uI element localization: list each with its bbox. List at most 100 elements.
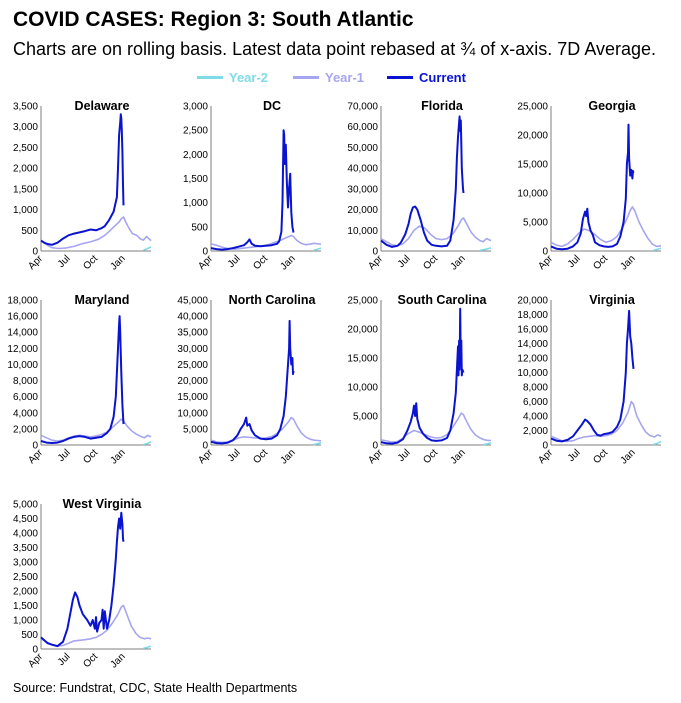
chart-title: South Carolina: [398, 293, 488, 307]
y-tick-label: 14,000: [7, 328, 38, 339]
chart-panel-west-virginia: 0 500 1,000 1,500 2,000 2,500 3,000 3,500 4,000 4…: [13, 497, 152, 671]
legend-item-year-1: Year-1: [293, 70, 364, 85]
x-tick-label: Apr: [366, 447, 385, 466]
series-line-year-2: [483, 441, 492, 446]
chart-title: Delaware: [75, 99, 130, 113]
y-tick-label: 20,000: [517, 296, 548, 307]
y-tick-label: 20,000: [517, 131, 548, 142]
y-tick-label: 0: [32, 645, 38, 656]
x-tick-label: Oct: [251, 253, 270, 272]
y-tick-label: 45,000: [177, 296, 208, 307]
x-tick-label: Jan: [278, 447, 297, 466]
y-tick-label: 40,000: [347, 164, 378, 175]
y-tick-label: 4,000: [13, 408, 38, 419]
y-tick-label: 1,000: [183, 198, 208, 209]
x-tick-label: Jan: [618, 253, 637, 272]
series-line-year-1: [550, 206, 662, 248]
y-tick-label: 12,000: [7, 344, 38, 355]
y-tick-label: 5,000: [13, 500, 38, 511]
y-tick-label: 3,000: [13, 122, 38, 133]
y-tick-label: 15,000: [517, 160, 548, 171]
y-tick-label: 500: [21, 630, 38, 641]
y-tick-label: 4,000: [523, 412, 548, 423]
legend-label-year-1: Year-1: [325, 70, 365, 85]
y-tick-label: 40,000: [177, 312, 208, 323]
x-tick-label: Jul: [566, 253, 583, 270]
y-tick-label: 1,500: [13, 601, 38, 612]
chart-title: Florida: [421, 99, 464, 113]
x-tick-label: Oct: [81, 447, 100, 466]
x-tick-label: Apr: [196, 253, 215, 272]
y-tick-label: 20,000: [347, 205, 378, 216]
y-tick-label: 0: [32, 247, 38, 258]
y-tick-label: 6,000: [523, 397, 548, 408]
series-line-current: [40, 315, 125, 444]
y-tick-label: 18,000: [7, 296, 38, 307]
x-tick-label: Oct: [81, 253, 100, 272]
x-tick-label: Jul: [56, 651, 73, 668]
series-line-year-2: [479, 247, 492, 252]
y-tick-label: 16,000: [7, 312, 38, 323]
series-line-year-1: [380, 412, 491, 443]
y-tick-label: 10,000: [347, 226, 378, 237]
y-tick-label: 2,000: [13, 587, 38, 598]
chart-title: Georgia: [588, 99, 636, 113]
x-tick-label: Oct: [421, 447, 440, 466]
series-line-year-2: [313, 247, 322, 252]
y-tick-label: 5,000: [523, 218, 548, 229]
x-tick-label: Jan: [108, 253, 127, 272]
y-tick-label: 2,000: [523, 426, 548, 437]
y-tick-label: 500: [21, 226, 38, 237]
series-line-year-2: [143, 246, 152, 251]
y-tick-label: 8,000: [13, 376, 38, 387]
y-tick-label: 30,000: [347, 184, 378, 195]
chart-title: DC: [263, 99, 281, 113]
chart-title: Virginia: [589, 293, 636, 307]
series-line-current: [210, 129, 295, 251]
y-tick-label: 35,000: [177, 328, 208, 339]
legend-swatch-year-2: [197, 76, 223, 79]
y-tick-label: 1,000: [13, 616, 38, 627]
y-tick-label: 3,500: [13, 543, 38, 554]
y-tick-label: 0: [202, 247, 208, 258]
y-tick-label: 2,000: [13, 424, 38, 435]
y-tick-label: 2,000: [183, 150, 208, 161]
x-tick-label: Oct: [591, 253, 610, 272]
x-tick-label: Oct: [251, 447, 270, 466]
y-tick-label: 0: [372, 441, 378, 452]
series-line-current: [210, 319, 295, 445]
y-tick-label: 10,000: [347, 383, 378, 394]
y-tick-label: 60,000: [347, 122, 378, 133]
x-tick-label: Apr: [26, 253, 45, 272]
y-tick-label: 30,000: [177, 344, 208, 355]
page-title: COVID CASES: Region 3: South Atlantic: [13, 8, 414, 31]
y-tick-label: 1,500: [13, 184, 38, 195]
x-tick-label: Jul: [226, 253, 243, 270]
x-tick-label: Apr: [536, 447, 555, 466]
y-tick-label: 5,000: [353, 412, 378, 423]
x-tick-label: Jan: [448, 447, 467, 466]
y-tick-label: 2,000: [13, 164, 38, 175]
chart-panel-maryland: 0 2,000 4,000 6,000 8,000 10,000 12,000 14,000 1…: [7, 293, 152, 467]
chart-title: Maryland: [75, 293, 130, 307]
chart-panel-virginia: 0 2,000 4,000 6,000 8,000 10,000 12,000 14,000 1…: [517, 293, 662, 467]
y-tick-label: 50,000: [347, 143, 378, 154]
y-tick-label: 8,000: [523, 383, 548, 394]
series-line-current: [40, 511, 125, 648]
x-tick-label: Apr: [26, 651, 45, 670]
y-tick-label: 15,000: [347, 354, 378, 365]
y-tick-label: 3,000: [183, 102, 208, 113]
x-tick-label: Oct: [591, 447, 610, 466]
y-tick-label: 0: [32, 441, 38, 452]
y-tick-label: 3,500: [13, 102, 38, 113]
y-tick-label: 70,000: [347, 102, 378, 113]
y-tick-label: 5,000: [183, 424, 208, 435]
y-tick-label: 1,500: [183, 174, 208, 185]
series-line-year-2: [313, 441, 322, 446]
chart-panel-georgia: 0 5,000 10,000 15,000 20,000 25,000 Apr Jul Oct J…: [517, 99, 662, 273]
y-tick-label: 18,000: [517, 310, 548, 321]
y-tick-label: 2,500: [183, 126, 208, 137]
x-tick-label: Apr: [536, 253, 555, 272]
y-tick-label: 10,000: [7, 360, 38, 371]
y-tick-label: 0: [372, 247, 378, 258]
